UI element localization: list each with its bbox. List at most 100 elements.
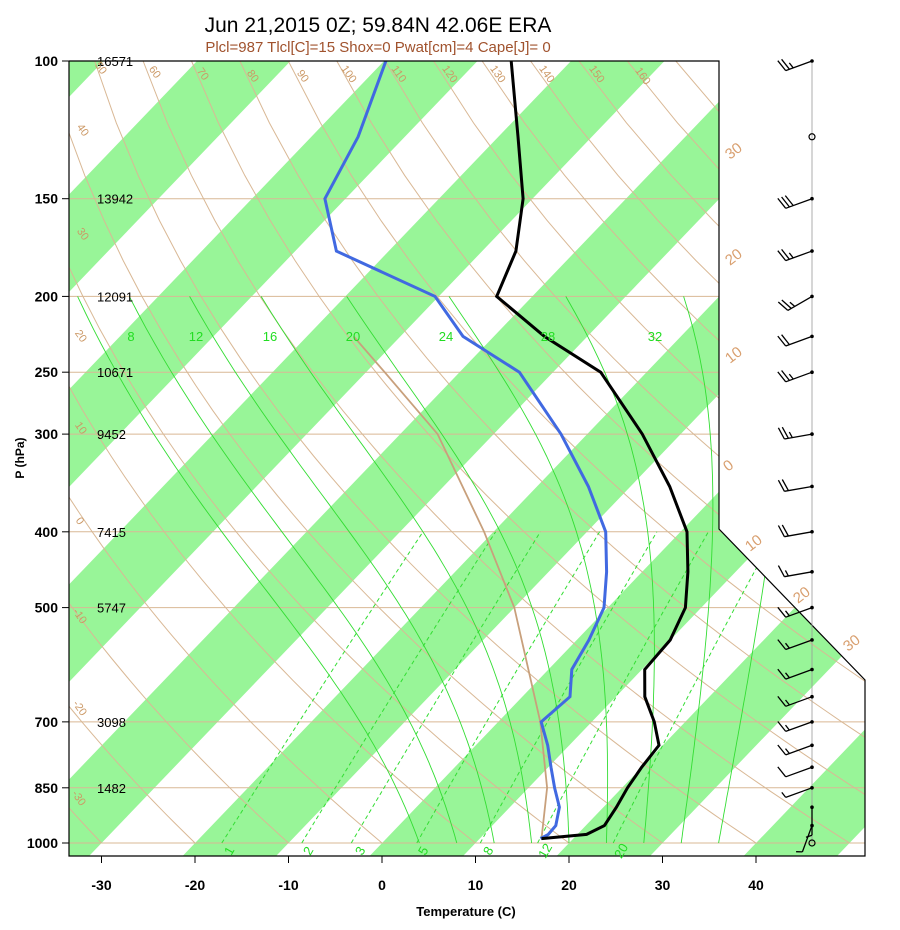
sounding-curves xyxy=(323,61,690,841)
mixing-ratio-line xyxy=(612,531,777,844)
wind-barb-flag xyxy=(777,639,787,650)
wind-barb-half xyxy=(788,431,793,438)
y-tick-label: 300 xyxy=(35,426,59,442)
moist-adiabat-label: 20 xyxy=(346,329,360,344)
isotherm-label: 10 xyxy=(722,343,746,367)
wind-barb-half xyxy=(788,62,794,69)
mixing-ratio-label: 20 xyxy=(611,841,631,861)
dry-adiabat-label: 40 xyxy=(74,122,91,139)
isotherm-label: 0 xyxy=(720,457,737,476)
y-tick-label: 150 xyxy=(35,191,59,207)
wind-barb-shaft xyxy=(785,60,813,72)
wind-barb-shaft xyxy=(785,744,813,756)
wind-barb-shaft xyxy=(785,335,813,347)
dry-adiabat xyxy=(69,61,570,844)
moist-adiabat xyxy=(77,296,420,844)
plot-frame-outline xyxy=(68,60,866,857)
wind-barb-flag xyxy=(777,606,787,618)
dry-adiabat xyxy=(94,61,757,844)
wind-barb-shaft xyxy=(785,371,813,383)
wind-barb-shaft xyxy=(785,639,813,651)
barb-dot xyxy=(810,249,814,253)
wind-barb-flag xyxy=(781,58,790,70)
wind-barb-flag xyxy=(781,426,789,439)
dry-adiabat-label: 80 xyxy=(244,68,261,85)
y-tick-label: 200 xyxy=(35,288,59,304)
dry-adiabat-label: 20 xyxy=(72,328,89,345)
height-label: 16571 xyxy=(97,54,133,69)
moist-adiabat-label: 28 xyxy=(541,329,555,344)
wind-barb-shaft xyxy=(785,696,813,707)
wind-barb-half xyxy=(784,748,790,754)
moist-adiabat-label: 32 xyxy=(648,329,662,344)
barb-dot xyxy=(810,743,814,748)
wind-barb-shaft xyxy=(784,485,813,492)
wind-barb-flag xyxy=(777,721,787,732)
barb-dot xyxy=(810,196,814,201)
barb-dot xyxy=(810,805,814,810)
barb-dot xyxy=(810,530,814,534)
barb-dot xyxy=(810,570,814,574)
wind-barb-flag xyxy=(777,301,789,311)
x-tick-label: -20 xyxy=(185,877,205,893)
height-label: 5747 xyxy=(97,601,126,616)
dry-adiabat-label: 10 xyxy=(72,420,89,437)
y-axis-label: P (hPa) xyxy=(13,437,27,478)
wind-barb-shaft xyxy=(784,571,813,578)
dry-adiabat xyxy=(69,61,289,844)
wind-barb-half xyxy=(784,672,790,679)
mixing-ratio-line xyxy=(350,531,541,844)
wind-barb-half xyxy=(784,642,790,649)
isotherm-label: 10 xyxy=(742,531,766,555)
isotherm-band xyxy=(164,61,865,856)
temperature-trace xyxy=(494,61,690,841)
wind-barb-half xyxy=(781,792,787,798)
parcel-trace xyxy=(352,335,549,839)
barb-dot xyxy=(810,823,814,828)
dry-adiabat-label: 90 xyxy=(294,68,311,85)
wind-barb-flag xyxy=(777,695,787,707)
isotherm-label: 20 xyxy=(722,245,746,269)
height-label: 1482 xyxy=(97,781,126,796)
moist-adiabat-label: 24 xyxy=(439,329,453,344)
y-tick-label: 400 xyxy=(35,524,59,540)
moist-adiabat xyxy=(128,296,458,844)
wind-barb-half xyxy=(805,834,813,838)
wind-barb-shaft xyxy=(784,531,813,538)
isotherm-band xyxy=(69,61,551,856)
wind-barb-flag xyxy=(777,60,787,72)
calm-wind-circle xyxy=(808,839,816,847)
x-axis-label: Temperature (C) xyxy=(416,904,515,919)
isotherm-band xyxy=(69,61,865,856)
wind-barb-shaft xyxy=(785,606,813,618)
barb-dot xyxy=(810,432,814,436)
moist-adiabat xyxy=(346,296,570,844)
x-tick-label: -30 xyxy=(91,877,111,893)
barb-dot xyxy=(810,694,814,699)
x-tick-label: 0 xyxy=(378,877,386,893)
wind-barb-shaft xyxy=(785,766,813,778)
barb-dot xyxy=(810,334,814,339)
y-tick-label: 1000 xyxy=(27,835,58,851)
wind-barb-flag xyxy=(781,370,790,381)
isotherm-band xyxy=(69,61,738,856)
mixing-ratio-line xyxy=(221,531,424,844)
x-tick-label: 20 xyxy=(561,877,577,893)
dry-adiabat xyxy=(69,61,196,844)
wind-barb-half xyxy=(784,610,790,617)
wind-barb-flag xyxy=(784,195,794,206)
wind-barb-flag xyxy=(777,479,785,492)
wind-barb-shaft xyxy=(785,250,813,262)
mixing-ratio-line xyxy=(301,531,497,844)
wind-barb-flag xyxy=(781,479,789,491)
barb-dot xyxy=(810,294,814,299)
wind-barb-shaft xyxy=(785,721,813,733)
wind-barb-flag xyxy=(781,196,790,208)
x-tick-label: -10 xyxy=(278,877,298,893)
wind-barb-half xyxy=(784,699,790,706)
x-tick-label: 30 xyxy=(655,877,671,893)
wind-barb-flag xyxy=(777,525,785,538)
moist-adiabat xyxy=(565,296,655,844)
dry-adiabat xyxy=(191,61,865,844)
